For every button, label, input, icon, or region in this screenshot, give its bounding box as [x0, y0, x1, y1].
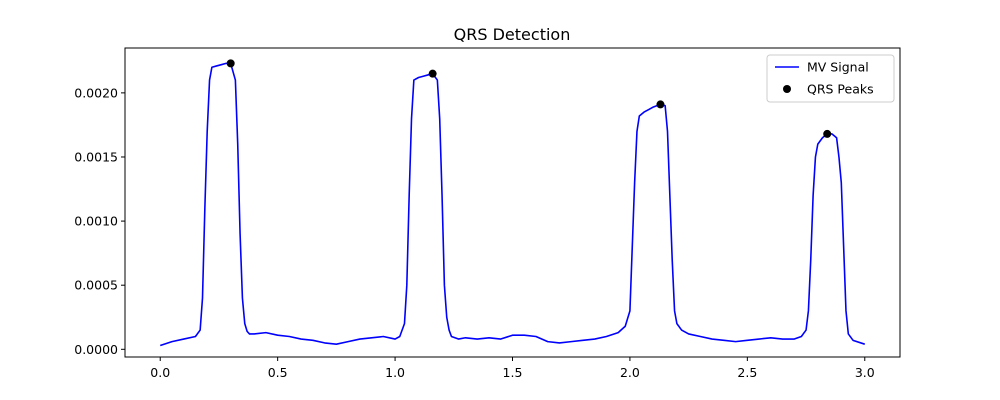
y-axis: 0.0000 0.0005 0.0010 0.0015 0.0020	[74, 85, 125, 357]
x-tick-label: 2.0	[620, 365, 640, 380]
y-tick-label: 0.0000	[74, 342, 118, 357]
y-tick-label: 0.0010	[74, 214, 118, 229]
x-axis: 0.0 0.5 1.0 1.5 2.0 2.5 3.0	[150, 357, 875, 380]
y-tick-label: 0.0015	[74, 149, 118, 164]
y-tick-label: 0.0020	[74, 85, 118, 100]
series-line-mv-signal	[159, 62, 866, 347]
qrs-peak-point	[226, 59, 235, 68]
legend-entry-label: QRS Peaks	[807, 82, 874, 97]
legend: MV Signal QRS Peaks	[766, 54, 895, 103]
qrs-peak-point	[428, 69, 437, 78]
x-tick-label: 0.5	[268, 365, 288, 380]
x-tick-label: 1.0	[385, 365, 405, 380]
x-tick-label: 2.5	[737, 365, 757, 380]
qrs-peak-point	[656, 100, 665, 109]
plot-area	[159, 59, 866, 347]
chart-title: QRS Detection	[454, 25, 571, 44]
qrs-peak-point	[823, 129, 832, 138]
x-tick-label: 3.0	[855, 365, 875, 380]
x-tick-label: 1.5	[503, 365, 523, 380]
x-tick-label: 0.0	[150, 365, 170, 380]
y-tick-label: 0.0005	[74, 278, 118, 293]
legend-swatch-marker	[783, 85, 791, 93]
legend-entry-label: MV Signal	[807, 60, 869, 75]
